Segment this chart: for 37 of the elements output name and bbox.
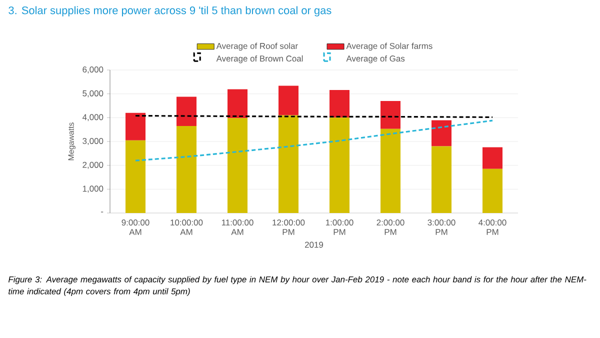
x-tick-label: 1:00:00 PM — [326, 220, 354, 235]
bar — [126, 140, 146, 213]
x-tick-label: 12:00:00 PM — [272, 220, 305, 235]
y-tick-label: 6,000 — [82, 66, 104, 74]
x-tick-label: 3:00:00 PM — [428, 220, 456, 235]
bar — [330, 90, 350, 118]
legend-label: Average of Solar farms — [346, 42, 432, 51]
y-tick-label: 1,000 — [82, 186, 104, 193]
legend-label: Average of Roof solar — [216, 42, 298, 51]
bar — [278, 86, 299, 116]
x-tick-label: 2:00:00 PM — [376, 220, 404, 235]
bar — [330, 118, 350, 213]
caption: Figure 3: Average megawatts of capacity supplied by fuel type in NEM by hour over Jan-Feb 2019 - note each hour band is for the hour after the NEM-time indicated (4pm covers from 4pm until 5pm) — [8, 276, 586, 296]
legend-label: Average of Brown Coal — [216, 55, 303, 64]
bar — [482, 147, 503, 169]
bar — [380, 128, 401, 213]
y-tick-label: 5,000 — [82, 90, 104, 98]
chart-title: 3. Solar supplies more power across 9 'til 5 than brown coal or gas — [8, 6, 332, 16]
y-tick-label: 3,000 — [82, 138, 104, 145]
legend-label: Average of Gas — [346, 55, 405, 64]
x-tick-label: 10:00:00 AM — [170, 220, 203, 235]
x-axis-title: 2019 — [305, 242, 324, 248]
bar — [176, 96, 197, 126]
bar — [126, 112, 146, 140]
x-tick-label: 4:00:00 PM — [478, 220, 506, 235]
bar — [432, 146, 452, 213]
bar — [228, 89, 248, 118]
bar — [176, 126, 197, 213]
bar — [278, 115, 299, 213]
bar — [380, 100, 401, 129]
bar — [432, 120, 452, 146]
bar — [482, 168, 503, 213]
x-tick-label: 11:00:00 AM — [222, 220, 254, 235]
y-tick-label: 2,000 — [82, 162, 104, 169]
x-tick-label: 9:00:00 AM — [122, 220, 150, 235]
y-tick-label: 4,000 — [82, 114, 104, 122]
bar — [228, 118, 248, 213]
